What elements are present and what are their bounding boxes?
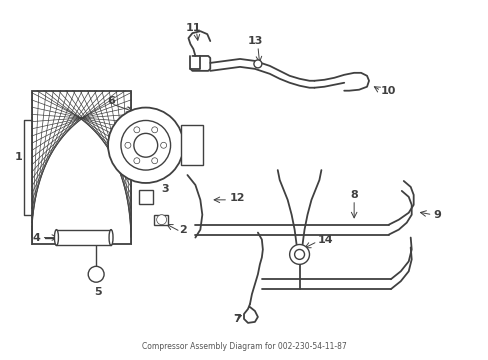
Bar: [56, 230, 111, 246]
Bar: [32, 91, 131, 244]
Circle shape: [134, 133, 157, 157]
Text: 9: 9: [433, 210, 441, 220]
Text: 1: 1: [15, 152, 22, 162]
Circle shape: [134, 158, 140, 164]
Text: 6: 6: [107, 96, 115, 105]
Text: 14: 14: [317, 234, 332, 244]
Circle shape: [134, 127, 140, 133]
Circle shape: [253, 60, 262, 68]
Ellipse shape: [109, 230, 113, 246]
Text: 13: 13: [247, 36, 262, 46]
Circle shape: [294, 249, 304, 260]
Circle shape: [156, 215, 166, 225]
Text: 4: 4: [33, 233, 41, 243]
Circle shape: [151, 158, 157, 164]
Ellipse shape: [54, 230, 59, 246]
Bar: [139, 190, 152, 204]
Text: 5: 5: [94, 287, 102, 297]
Text: 10: 10: [380, 86, 395, 96]
Text: 11: 11: [185, 23, 201, 33]
Circle shape: [289, 244, 309, 264]
Bar: [181, 125, 203, 165]
Text: 7: 7: [233, 314, 241, 324]
Bar: [153, 215, 167, 225]
Circle shape: [88, 266, 104, 282]
Text: 3: 3: [162, 184, 169, 194]
Text: 12: 12: [230, 193, 245, 203]
Circle shape: [161, 142, 166, 148]
Text: 2: 2: [179, 225, 187, 235]
Text: 8: 8: [349, 190, 357, 200]
Circle shape: [108, 108, 183, 183]
Circle shape: [124, 142, 131, 148]
Text: Compressor Assembly Diagram for 002-230-54-11-87: Compressor Assembly Diagram for 002-230-…: [142, 342, 346, 351]
Circle shape: [121, 121, 170, 170]
Circle shape: [151, 127, 157, 133]
